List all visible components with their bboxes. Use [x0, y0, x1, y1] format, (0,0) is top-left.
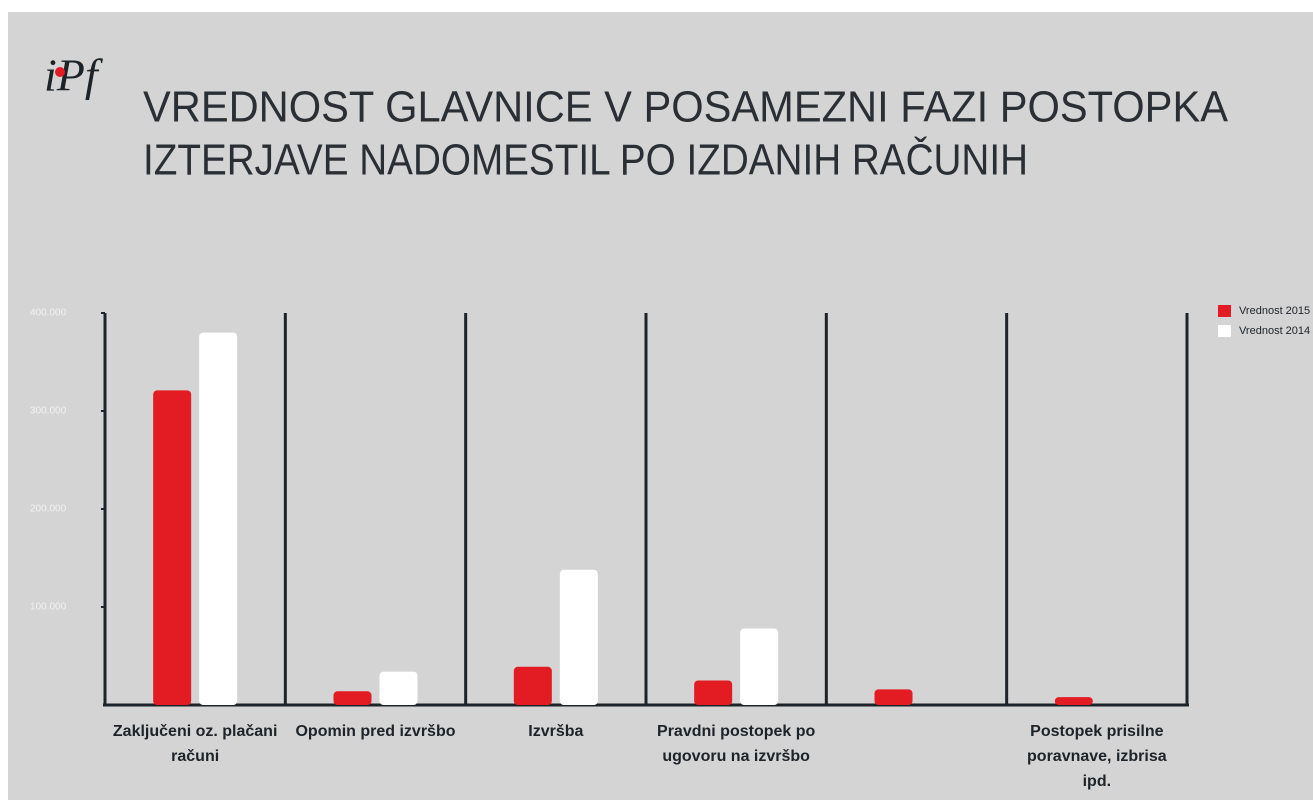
x-tick-label: Postopek prisilne poravnave, izbrisa ipd… [1027, 723, 1167, 790]
bar [153, 390, 192, 705]
bar [559, 569, 598, 705]
bar [874, 689, 913, 705]
bar [379, 671, 418, 705]
y-tick-label: 300.000 [30, 406, 67, 417]
bar [513, 666, 552, 705]
legend-swatch [1218, 325, 1231, 337]
chart-title: IZTERJAVE NADOMESTIL PO IZDANIH RAČUNIH [143, 135, 1028, 185]
y-tick-label: 100.000 [30, 602, 67, 613]
logo: iPf [44, 50, 104, 101]
legend-label: Vrednost 2015 [1239, 305, 1310, 317]
logo-dot [55, 67, 65, 77]
x-tick-label: Opomin pred izvršbo [295, 723, 456, 740]
y-tick-label: 200.000 [30, 504, 67, 515]
bar [1054, 697, 1093, 705]
chart-title: VREDNOST GLAVNICE V POSAMEZNI FAZI POSTO… [143, 83, 1229, 132]
bar [740, 628, 779, 705]
y-tick-label: 400.000 [30, 308, 67, 319]
x-tick-label: Izvršba [528, 723, 584, 740]
x-tick-label: Zaključeni oz. plačani računi [112, 723, 278, 765]
bar [333, 691, 372, 705]
legend-label: Vrednost 2014 [1239, 325, 1310, 337]
legend-swatch [1218, 305, 1231, 317]
bar [199, 332, 238, 705]
bar [694, 680, 733, 705]
x-tick-label: Pravdni postopek po ugovoru na izvršbo [657, 723, 816, 765]
